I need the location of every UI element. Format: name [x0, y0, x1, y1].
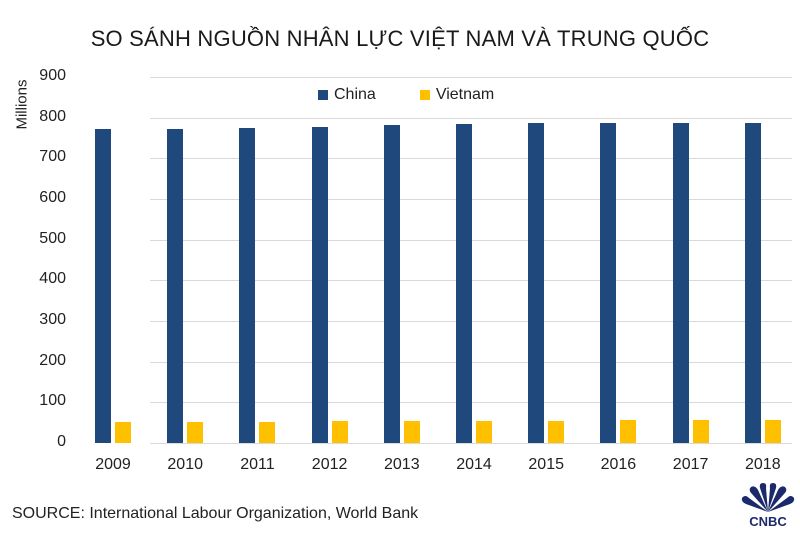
bar-china-2009 [95, 129, 111, 443]
nbc-peacock-icon: CNBC [741, 483, 795, 529]
legend-item-vietnam: Vietnam [419, 86, 495, 104]
x-tick-label: 2014 [456, 456, 492, 473]
bar-china-2013 [383, 124, 400, 443]
bar-china-2012 [311, 126, 328, 443]
y-tick-label: 900 [39, 67, 66, 84]
y-tick-label: 800 [39, 107, 66, 125]
bar-vietnam-2011 [259, 421, 276, 443]
plot-area: 0 100 200 300 400 500 600 700 800 900 2009 2010 2011… [39, 0, 800, 531]
cnbc-logo: CNBC [738, 482, 798, 529]
y-tick-label: 600 [39, 189, 66, 206]
legend-label-vietnam: Vietnam [435, 86, 495, 103]
svg-text:CNBC: CNBC [749, 514, 787, 528]
bar-vietnam-2016 [620, 420, 637, 443]
bar-vietnam-2017 [692, 420, 709, 443]
y-tick-label: 0 [57, 433, 66, 450]
legend: China Vietnam [318, 86, 494, 104]
x-tick-label: 2015 [528, 456, 564, 473]
x-tick-label: 2011 [240, 456, 275, 473]
bar-china-2011 [239, 127, 256, 443]
legend-label-china: China [334, 86, 376, 103]
bar-vietnam-2014 [476, 421, 492, 443]
bar-vietnam-2009 [115, 422, 131, 443]
bar-china-2014 [456, 124, 472, 443]
bar-vietnam-2015 [548, 420, 565, 443]
y-tick-label: 300 [39, 311, 66, 328]
legend-item-china: China [318, 86, 376, 104]
gridline [150, 77, 792, 78]
legend-swatch-china [318, 90, 328, 100]
legend-swatch-vietnam [419, 90, 430, 100]
source-note: SOURCE: International Labour Organizatio… [12, 505, 419, 522]
bar-china-2015 [528, 123, 545, 443]
x-tick-label: 2013 [384, 456, 420, 473]
y-tick-label: 700 [39, 148, 66, 166]
y-tick-label: 200 [39, 351, 66, 369]
x-tick-label: 2016 [600, 456, 637, 473]
chart-title: SO SÁNH NGUỒN NHÂN LỰC VIỆT NAM VÀ TRUNG… [90, 26, 710, 51]
bar-vietnam-2012 [331, 421, 348, 443]
bar-vietnam-2013 [403, 421, 420, 443]
x-tick-label: 2009 [95, 456, 131, 473]
bar-china-2018 [744, 123, 761, 443]
bar-china-2017 [672, 122, 689, 443]
x-tick-label: 2010 [167, 456, 203, 473]
x-tick-label: 2012 [311, 456, 348, 473]
bar-china-2016 [600, 122, 617, 443]
y-tick-label: 500 [39, 229, 66, 247]
bar-vietnam-2018 [764, 420, 781, 443]
x-tick-label: 2017 [672, 456, 709, 473]
gridline [150, 117, 792, 119]
x-tick-label: 2018 [745, 456, 781, 473]
gridline [150, 443, 792, 444]
y-tick-label: 100 [39, 392, 66, 410]
y-tick-label: 400 [39, 270, 66, 288]
bar-china-2010 [167, 129, 184, 443]
bar-vietnam-2010 [187, 422, 204, 443]
